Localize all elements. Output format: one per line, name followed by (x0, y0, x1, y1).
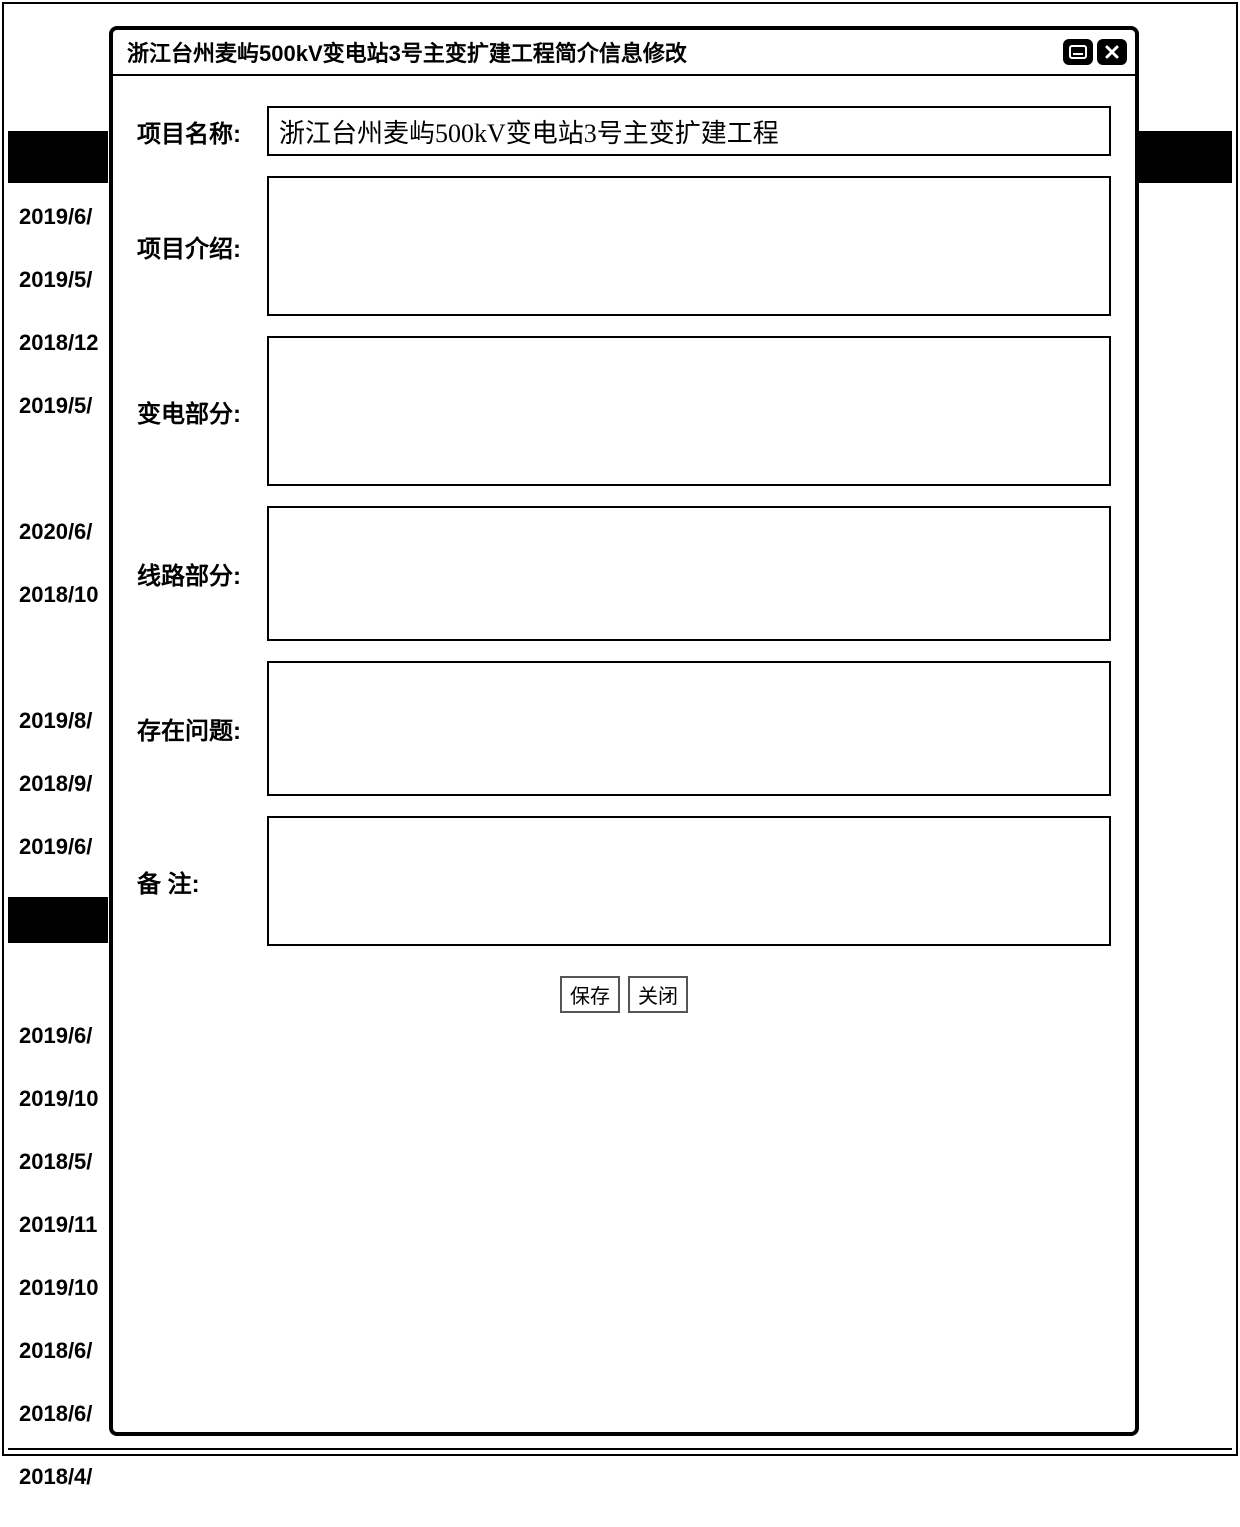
background-date-item (19, 960, 99, 1023)
project-intro-label: 项目介绍: (137, 229, 267, 264)
remarks-label: 备 注: (137, 864, 267, 899)
modal-title: 浙江台州麦屿500kV变电站3号主变扩建工程简介信息修改 (127, 36, 687, 68)
background-date-item: 2019/11 (19, 1212, 99, 1275)
save-button[interactable]: 保存 (560, 976, 620, 1013)
background-date-item: 2018/6/ (19, 1338, 99, 1401)
minimize-icon (1069, 45, 1087, 59)
background-date-item: 2020/6/ (19, 519, 99, 582)
line-label: 线路部分: (137, 556, 267, 591)
outer-frame: 2019/6/2019/5/2018/122019/5/2020/6/2018/… (2, 2, 1238, 1456)
substation-label: 变电部分: (137, 394, 267, 429)
background-date-item: 2019/10 (19, 1275, 99, 1338)
background-date-list: 2019/6/2019/5/2018/122019/5/2020/6/2018/… (19, 204, 99, 1527)
project-name-label: 项目名称: (137, 114, 267, 149)
background-date-item: 2019/6/ (19, 834, 99, 897)
issues-textarea[interactable] (267, 661, 1111, 796)
substation-textarea[interactable] (267, 336, 1111, 486)
close-form-button[interactable]: 关闭 (628, 976, 688, 1013)
background-date-item: 2018/5/ (19, 1149, 99, 1212)
form-row-line: 线路部分: (137, 506, 1111, 641)
form-row-project-name: 项目名称: (137, 106, 1111, 156)
background-date-item: 2018/6/ (19, 1401, 99, 1464)
form-row-substation: 变电部分: (137, 336, 1111, 486)
edit-modal: 浙江台州麦屿500kV变电站3号主变扩建工程简介信息修改 (109, 26, 1139, 1436)
form-row-remarks: 备 注: (137, 816, 1111, 946)
minimize-button[interactable] (1063, 39, 1093, 65)
background-bar (1132, 131, 1232, 183)
bottom-rule (8, 1448, 1232, 1450)
issues-label: 存在问题: (137, 711, 267, 746)
modal-controls (1063, 39, 1127, 65)
background-bar (8, 131, 108, 183)
background-date-item: 2019/8/ (19, 708, 99, 771)
project-intro-textarea[interactable] (267, 176, 1111, 316)
modal-header: 浙江台州麦屿500kV变电站3号主变扩建工程简介信息修改 (113, 30, 1135, 76)
background-date-item: 2018/12 (19, 330, 99, 393)
form-row-issues: 存在问题: (137, 661, 1111, 796)
background-date-item: 2019/6/ (19, 1023, 99, 1086)
background-date-item: 2019/10 (19, 1086, 99, 1149)
background-date-item (19, 456, 99, 519)
remarks-textarea[interactable] (267, 816, 1111, 946)
line-textarea[interactable] (267, 506, 1111, 641)
background-date-item: 2018/4/ (19, 1464, 99, 1527)
background-date-item: 2019/6/ (19, 204, 99, 267)
close-button[interactable] (1097, 39, 1127, 65)
background-date-item: 2019/6/ (19, 897, 99, 960)
project-name-input[interactable] (267, 106, 1111, 156)
button-row: 保存 关闭 (137, 976, 1111, 1013)
background-date-item (19, 645, 99, 708)
background-date-item: 2019/5/ (19, 267, 99, 330)
background-date-item: 2018/10 (19, 582, 99, 645)
background-date-item: 2018/9/ (19, 771, 99, 834)
background-date-item: 2019/5/ (19, 393, 99, 456)
close-icon (1104, 44, 1120, 60)
form-row-project-intro: 项目介绍: (137, 176, 1111, 316)
modal-body: 项目名称: 项目介绍: 变电部分: 线路部分: 存在问题: 备 注: (113, 76, 1135, 1432)
